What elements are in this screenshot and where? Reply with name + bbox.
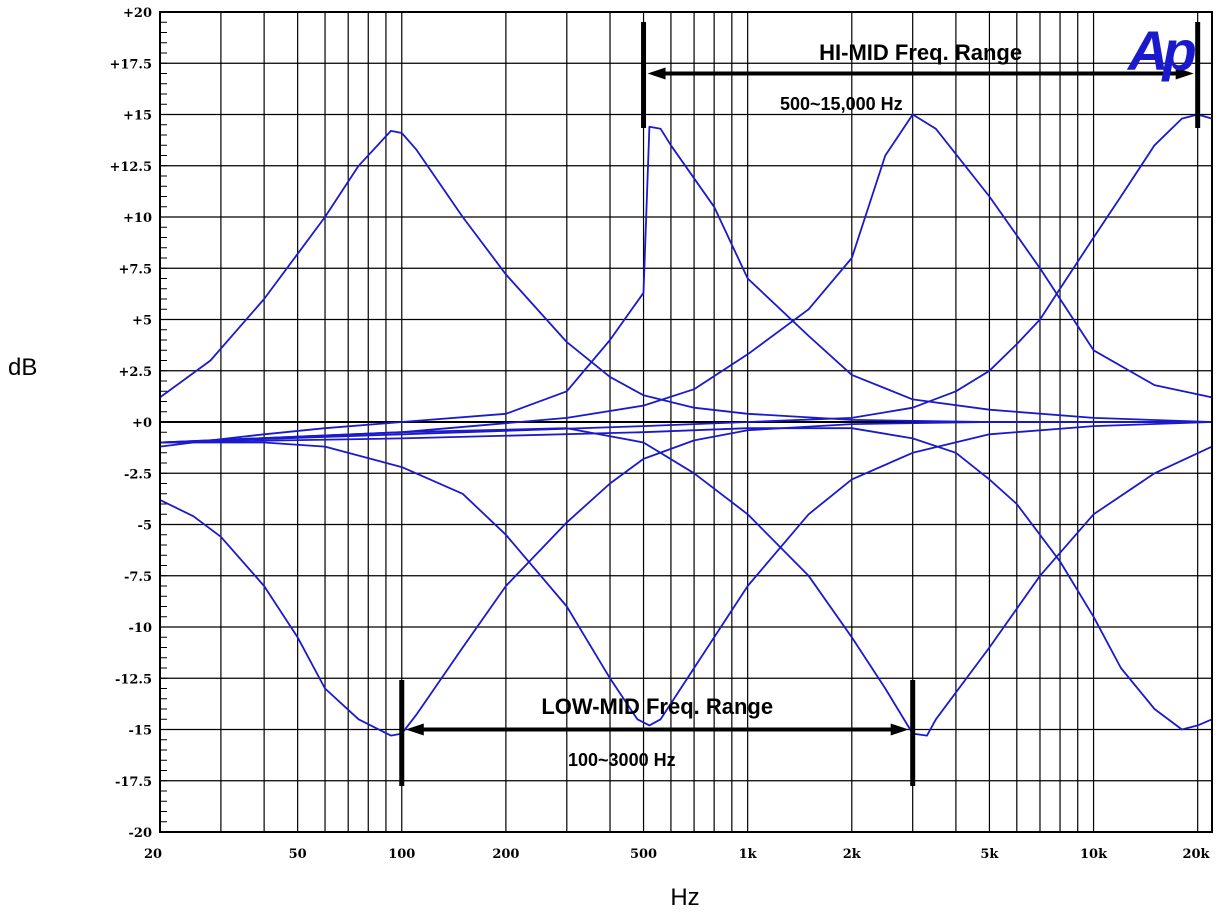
y-tick-label: +20 <box>123 6 152 21</box>
low-mid-range-title: LOW-MID Freq. Range <box>541 694 773 719</box>
y-axis-label: dB <box>8 354 37 381</box>
y-tick-label: -15 <box>129 724 153 739</box>
y-tick-label: +17.5 <box>109 57 152 72</box>
response-curve <box>159 421 1212 737</box>
tick-labels: +20 +17.5 +15 +12.5 +10 +7.5 +5 +2.5 +0 -2.5 -5 -7.… <box>109 6 1210 862</box>
response-curve <box>159 427 1213 737</box>
y-tick-label: -20 <box>129 826 153 841</box>
hi-mid-range-subtitle: 500~15,000 Hz <box>780 94 903 114</box>
y-tick-label: +15 <box>123 109 152 124</box>
x-tick-label: 2k <box>843 847 862 862</box>
y-tick-label: +5 <box>132 314 152 329</box>
hi-mid-range-arrow-head-left <box>647 67 666 80</box>
x-tick-label: 200 <box>492 847 519 862</box>
y-tick-label: -7.5 <box>124 570 152 585</box>
x-tick-label: 20 <box>144 847 162 862</box>
y-tick-label: +10 <box>123 211 152 226</box>
response-curve <box>160 421 1213 727</box>
y-tick-label: +2.5 <box>118 365 152 380</box>
y-tick-label: +7.5 <box>118 262 152 277</box>
hi-mid-range-arrow-head-right <box>1175 67 1194 80</box>
y-tick-label: -2.5 <box>124 467 152 482</box>
x-axis-label: Hz <box>670 884 699 911</box>
x-tick-label: 1k <box>739 847 758 862</box>
x-tick-label: 20k <box>1182 847 1210 862</box>
ap-logo: Ap <box>1126 19 1195 82</box>
response-curve <box>159 113 1213 444</box>
annotations: HI-MID Freq. Range 500~15,000 Hz LOW-MID F… <box>399 22 1201 786</box>
y-tick-label: +12.5 <box>109 160 152 175</box>
x-tick-label: 500 <box>630 847 657 862</box>
y-tick-label: -10 <box>129 621 153 636</box>
y-tick-label: -12.5 <box>115 672 152 687</box>
low-mid-range-arrow-head-right <box>890 723 909 736</box>
response-curve <box>159 130 1212 423</box>
y-tick-label: -17.5 <box>115 775 152 790</box>
low-mid-range-arrow-head-left <box>405 723 424 736</box>
y-tick-label: -5 <box>138 519 152 534</box>
low-mid-range-subtitle: 100~3000 Hz <box>568 750 676 770</box>
response-curves <box>159 113 1213 737</box>
x-tick-label: 10k <box>1080 847 1108 862</box>
y-tick-label: +0 <box>132 416 152 431</box>
plot-frame <box>159 11 1213 833</box>
response-curve <box>159 113 1213 444</box>
x-tick-label: 50 <box>289 847 307 862</box>
x-tick-label: 5k <box>980 847 999 862</box>
x-tick-label: 100 <box>388 847 415 862</box>
response-curve <box>159 125 1213 448</box>
hi-mid-range-title: HI-MID Freq. Range <box>819 40 1022 65</box>
response-curve <box>159 427 1213 731</box>
